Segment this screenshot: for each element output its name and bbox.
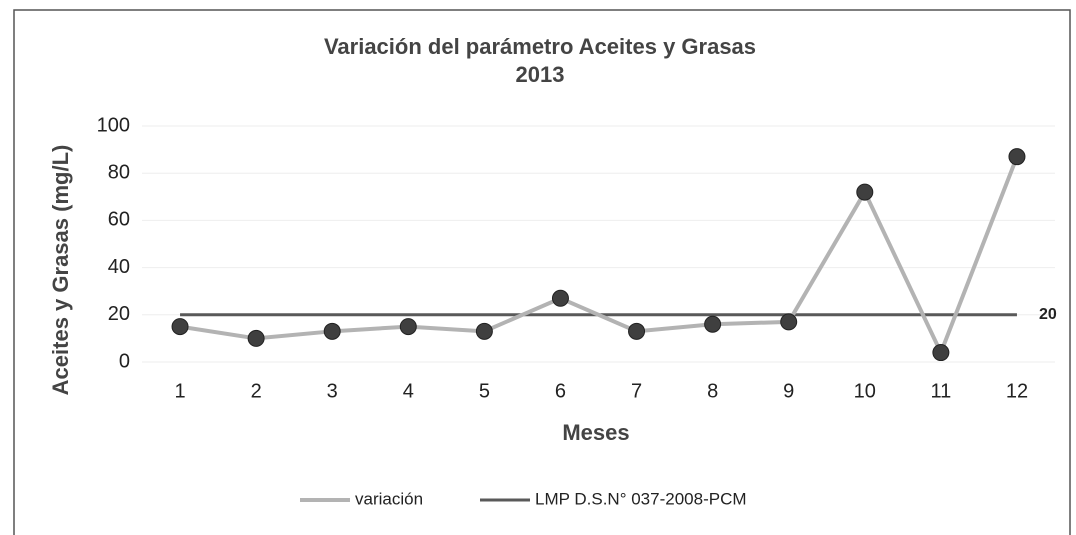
series-line: [179, 155, 1019, 358]
x-tick-label: 4: [403, 380, 414, 402]
x-tick-label: 1: [174, 380, 185, 402]
data-point: [780, 313, 798, 331]
data-point: [475, 322, 493, 340]
chart-subtitle: 2013: [516, 62, 565, 87]
legend-label: variación: [355, 489, 423, 508]
x-tick-label: 8: [707, 380, 718, 402]
data-point: [399, 318, 417, 336]
x-tick-label: 2: [251, 380, 262, 402]
data-point: [551, 289, 569, 307]
y-tick-label: 100: [97, 114, 130, 136]
y-tick-label: 40: [108, 256, 130, 278]
x-axis-label: Meses: [562, 420, 629, 445]
chart-frame: [13, 9, 1071, 535]
y-axis-label: Aceites y Grasas (mg/L): [48, 145, 73, 396]
y-tick-label: 0: [119, 350, 130, 372]
data-point: [932, 344, 950, 362]
x-tick-label: 10: [854, 380, 876, 402]
y-tick-label: 60: [108, 209, 130, 231]
data-point: [856, 183, 874, 201]
legend-label: LMP D.S.N° 037-2008-PCM: [535, 489, 747, 508]
data-label: 20: [1039, 306, 1057, 323]
data-point: [323, 322, 341, 340]
y-tick-label: 20: [108, 303, 130, 325]
x-tick-label: 6: [555, 380, 566, 402]
x-tick-label: 3: [327, 380, 338, 402]
data-point: [704, 315, 722, 333]
x-tick-label: 7: [631, 380, 642, 402]
data-point: [628, 322, 646, 340]
chart-title: Variación del parámetro Aceites y Grasas: [324, 34, 756, 59]
x-tick-label: 12: [1006, 380, 1028, 402]
x-tick-label: 5: [479, 380, 490, 402]
data-point: [1008, 148, 1026, 166]
x-tick-label: 11: [930, 380, 951, 402]
y-tick-label: 80: [108, 161, 130, 183]
data-point: [247, 329, 265, 347]
data-point: [171, 318, 189, 336]
x-tick-label: 9: [783, 380, 794, 402]
